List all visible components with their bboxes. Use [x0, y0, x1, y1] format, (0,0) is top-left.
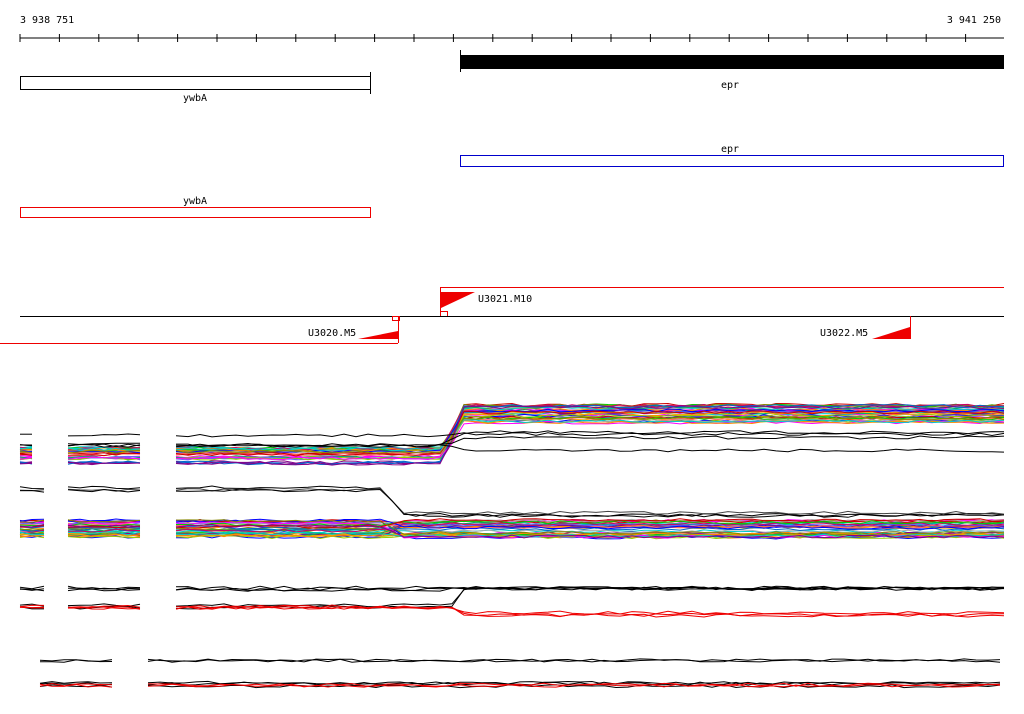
trace [175, 521, 1005, 528]
gene-bar [460, 55, 1004, 69]
trace [19, 519, 45, 523]
trace [19, 585, 45, 590]
trace [175, 487, 1005, 515]
trace [67, 528, 141, 532]
trace [175, 406, 1004, 451]
trace [175, 413, 1005, 461]
trace [19, 450, 33, 454]
trace [175, 405, 1005, 466]
trace [175, 435, 1005, 448]
trace [39, 681, 113, 684]
gene-label: ywbA [183, 93, 207, 104]
segment-flag [358, 331, 398, 339]
trace [175, 585, 1004, 592]
trace [175, 523, 1005, 539]
trace [19, 531, 45, 536]
trace [67, 535, 141, 539]
gene-label: epr [721, 144, 739, 155]
trace [67, 585, 141, 590]
trace [175, 522, 1005, 533]
segment-label: U3020.M5 [308, 328, 356, 339]
trace [67, 452, 141, 457]
segment-label: U3021.M10 [478, 294, 532, 305]
gene-box [20, 76, 371, 90]
trace [67, 485, 141, 490]
trace [67, 443, 141, 448]
trace [175, 410, 1005, 457]
trace [176, 520, 1005, 527]
trace [175, 416, 1005, 454]
trace [67, 433, 141, 437]
trace [19, 462, 33, 465]
trace [67, 488, 141, 493]
trace [175, 531, 1005, 538]
trace [175, 518, 1005, 529]
trace [19, 486, 45, 490]
trace [19, 518, 45, 522]
trace [67, 519, 141, 523]
trace [67, 587, 141, 592]
trace [67, 524, 141, 528]
trace [147, 682, 1000, 687]
gene-box [460, 155, 1004, 167]
trace [67, 449, 141, 454]
trace [175, 585, 1005, 608]
trace [19, 444, 33, 446]
trace [39, 682, 113, 687]
trace [67, 606, 141, 610]
gene-box [20, 207, 371, 218]
segment-flag [441, 292, 475, 308]
trace [67, 518, 141, 522]
trace [175, 416, 1005, 456]
trace [19, 604, 45, 608]
trace [175, 518, 1005, 530]
segment-marker [440, 311, 448, 317]
trace [175, 432, 1005, 438]
trace [67, 461, 141, 466]
trace [67, 523, 141, 527]
trace [19, 453, 33, 456]
segment-marker [392, 316, 400, 321]
trace [67, 531, 141, 536]
trace [19, 534, 45, 538]
gene-label: epr [721, 80, 739, 91]
trace [19, 528, 45, 531]
trace [175, 605, 1005, 615]
trace [67, 447, 141, 451]
trace [176, 430, 1005, 448]
ruler-start: 3 938 751 [20, 15, 74, 26]
ruler-end: 3 941 250 [947, 15, 1001, 26]
trace [175, 488, 1005, 518]
ruler-ticks [19, 34, 967, 42]
trace [19, 523, 45, 528]
trace [147, 658, 1001, 663]
segment-flag [872, 327, 910, 339]
trace [175, 605, 1005, 618]
trace [67, 456, 141, 460]
segment-label: U3022.M5 [820, 328, 868, 339]
trace [19, 529, 45, 533]
trace [19, 489, 45, 493]
trace [19, 606, 44, 609]
trace [19, 457, 33, 460]
trace [175, 419, 1005, 452]
expression-traces [19, 402, 1005, 689]
trace [67, 606, 141, 610]
trace [67, 528, 141, 533]
gene-label: ywbA [183, 196, 207, 207]
trace [39, 659, 113, 663]
trace [19, 529, 45, 532]
trace [175, 519, 1005, 536]
